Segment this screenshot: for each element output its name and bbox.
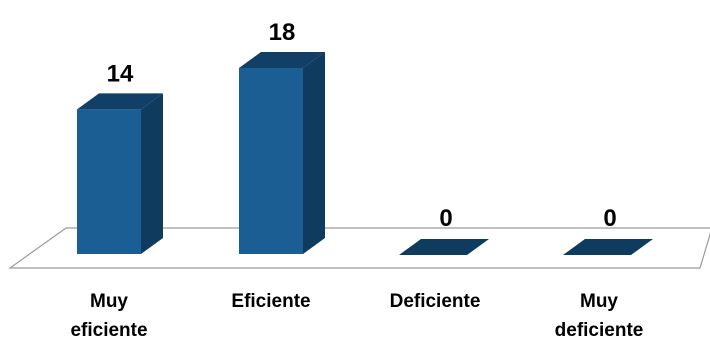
chart-floor-plane	[8, 227, 710, 269]
bar-side	[141, 93, 163, 254]
category-label-2: Deficiente	[389, 291, 481, 312]
data-label-3: 0	[603, 205, 616, 232]
bar-top	[77, 93, 163, 110]
category-label-3: Muy deficiente	[554, 291, 644, 341]
bars	[77, 52, 653, 255]
data-label-1: 18	[269, 19, 296, 46]
data-label-0: 14	[107, 60, 134, 87]
bar-2	[399, 239, 489, 255]
bar-3	[563, 239, 653, 255]
bar-0	[77, 93, 163, 254]
bar-front	[77, 109, 141, 254]
bar-flat	[563, 239, 653, 255]
data-labels: 14 18 0 0	[107, 19, 617, 232]
bar-front	[239, 68, 303, 254]
bar-1	[239, 52, 325, 254]
chart-floor	[8, 227, 710, 269]
bar-side	[303, 52, 325, 254]
category-label-0: Muy eficiente	[70, 291, 148, 341]
data-label-2: 0	[439, 205, 452, 232]
category-label-1: Eficiente	[231, 291, 311, 312]
bar-top	[239, 52, 325, 68]
bar-flat	[399, 239, 489, 255]
